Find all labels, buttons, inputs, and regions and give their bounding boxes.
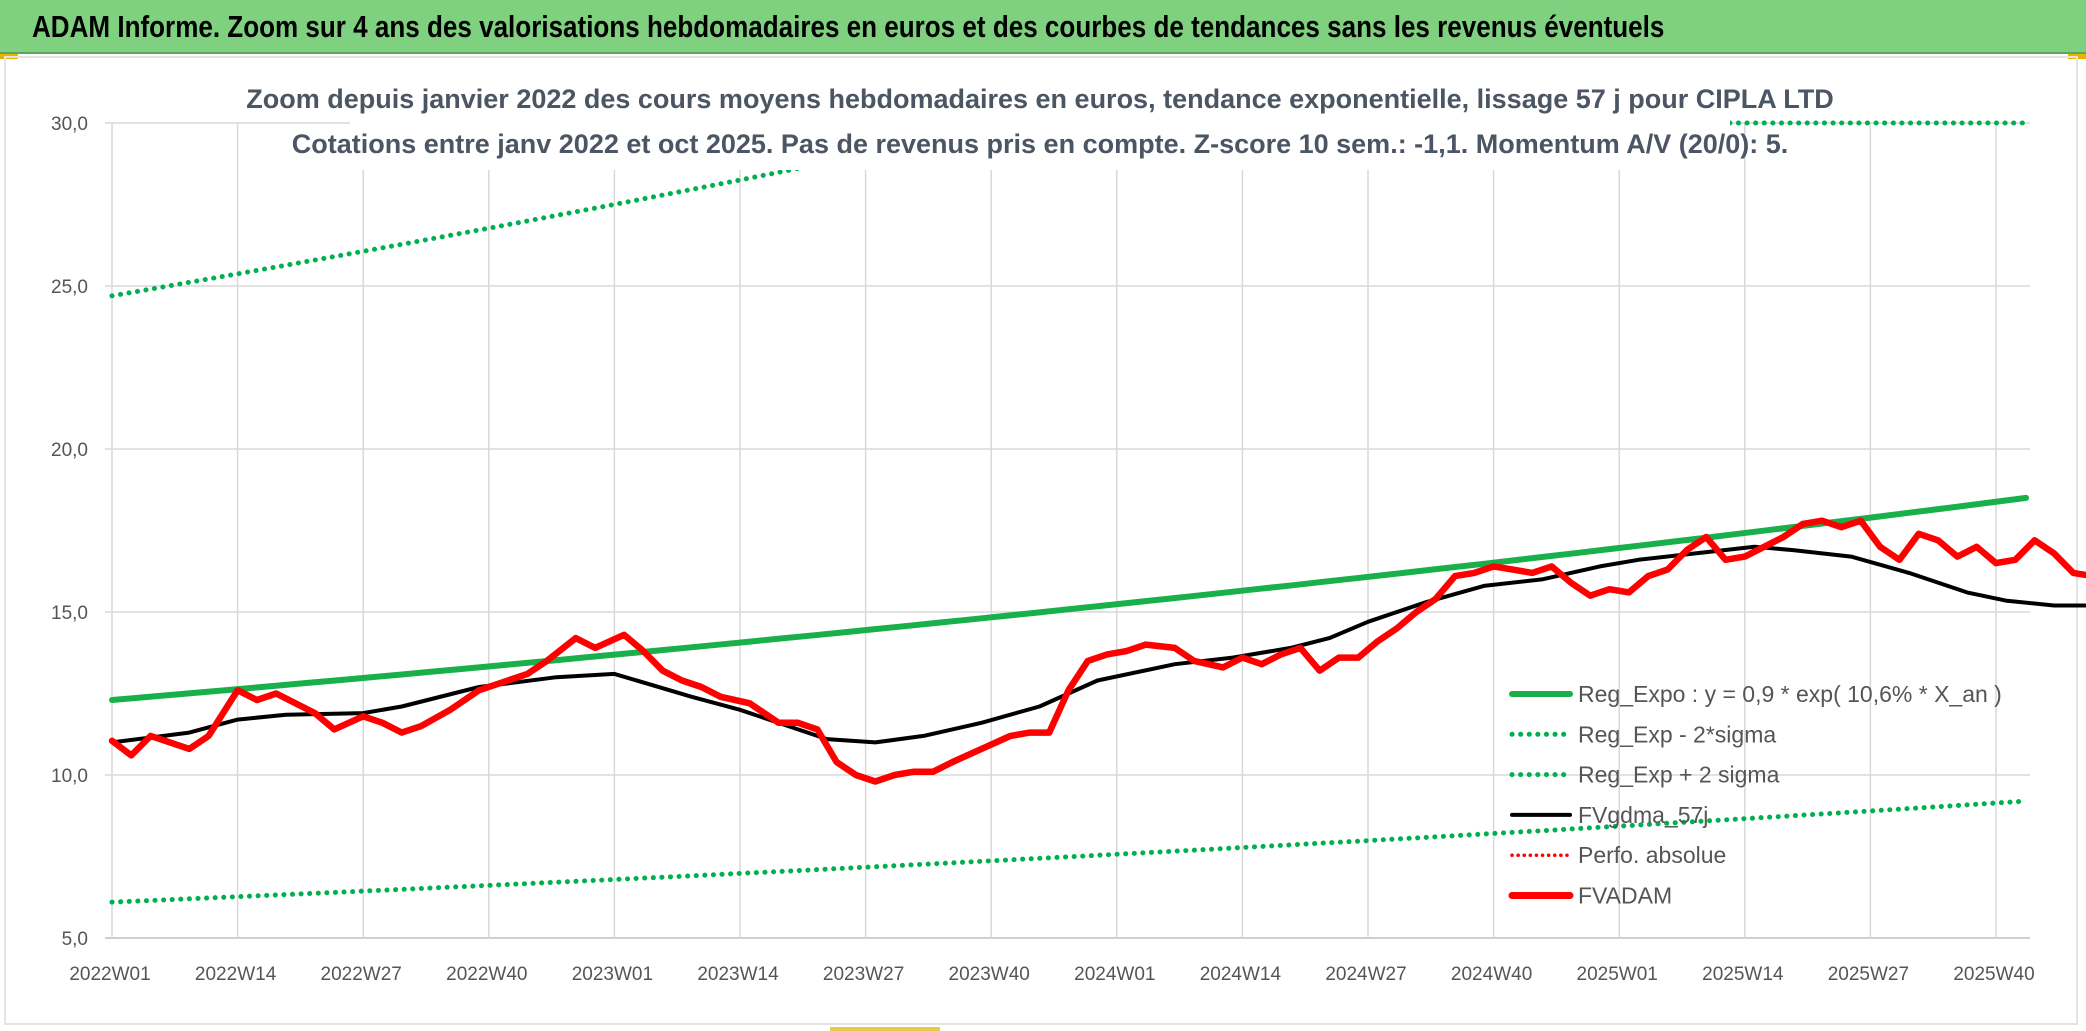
- x-axis-ticks: 2022W01 2022W14 2022W27 2022W40 2023W01 2023W…: [69, 964, 2034, 985]
- report-title: ADAM Informe. Zoom sur 4 ans des valoris…: [32, 9, 1665, 44]
- y-tick-label: 30,0: [51, 114, 88, 135]
- x-tick-label: 2025W27: [1828, 964, 1909, 985]
- y-tick-label: 15,0: [51, 603, 88, 624]
- legend-reg-exp-minus-2sigma-label: Reg_Exp - 2*sigma: [1578, 721, 1776, 747]
- accent-mark-bottom: [830, 1027, 940, 1031]
- y-tick-label: 20,0: [51, 440, 88, 461]
- title-background: [350, 80, 1730, 170]
- series-fvgdma-line: [111, 544, 2086, 745]
- x-tick-label: 2022W27: [321, 964, 402, 985]
- y-tick-label: 10,0: [51, 766, 88, 787]
- x-tick-label: 2024W14: [1200, 964, 1282, 985]
- x-tick-label: 2022W14: [195, 964, 277, 985]
- x-tick-label: 2025W14: [1702, 964, 1784, 985]
- y-tick-label: 5,0: [62, 929, 88, 950]
- series-fvadam-line: [108, 517, 2086, 785]
- legend: Reg_Expo : y = 0,9 * exp( 10,6% * X_an )…: [1508, 681, 2002, 909]
- report-banner: ADAM Informe. Zoom sur 4 ans des valoris…: [0, 0, 2086, 54]
- x-tick-label: 2022W40: [446, 964, 527, 985]
- x-tick-label: 2023W14: [697, 964, 779, 985]
- series-reg-expo-line: [109, 494, 2029, 703]
- series-reg-exp-minus-2sigma-line: [109, 798, 2029, 905]
- chart-title-line-2: Cotations entre janv 2022 et oct 2025. P…: [292, 129, 1789, 159]
- legend-fvadam-label: FVADAM: [1578, 883, 1672, 909]
- y-tick-label: 25,0: [51, 277, 88, 298]
- x-tick-label: 2023W40: [949, 964, 1030, 985]
- x-tick-label: 2022W01: [69, 964, 150, 985]
- y-axis-ticks: 5,0 10,0 15,0 20,0 25,0 30,0: [51, 114, 88, 950]
- x-tick-label: 2024W27: [1325, 964, 1406, 985]
- x-tick-label: 2025W40: [1953, 964, 2034, 985]
- x-tick-label: 2024W40: [1451, 964, 1532, 985]
- chart-frame: [4, 56, 2078, 1025]
- legend-reg-exp-plus-2sigma-label: Reg_Exp + 2 sigma: [1578, 762, 1780, 788]
- legend-fvgdma-label: FVgdma_57j: [1578, 802, 1708, 828]
- chart-title-line-1: Zoom depuis janvier 2022 des cours moyen…: [246, 84, 1833, 114]
- x-tick-label: 2025W01: [1577, 964, 1658, 985]
- legend-reg-expo-label: Reg_Expo : y = 0,9 * exp( 10,6% * X_an ): [1578, 681, 2002, 707]
- x-tick-label: 2023W01: [572, 964, 653, 985]
- x-tick-label: 2023W27: [823, 964, 904, 985]
- series-layer: [108, 120, 2086, 905]
- legend-perfo-absolue-label: Perfo. absolue: [1578, 842, 1726, 868]
- x-tick-label: 2024W01: [1074, 964, 1155, 985]
